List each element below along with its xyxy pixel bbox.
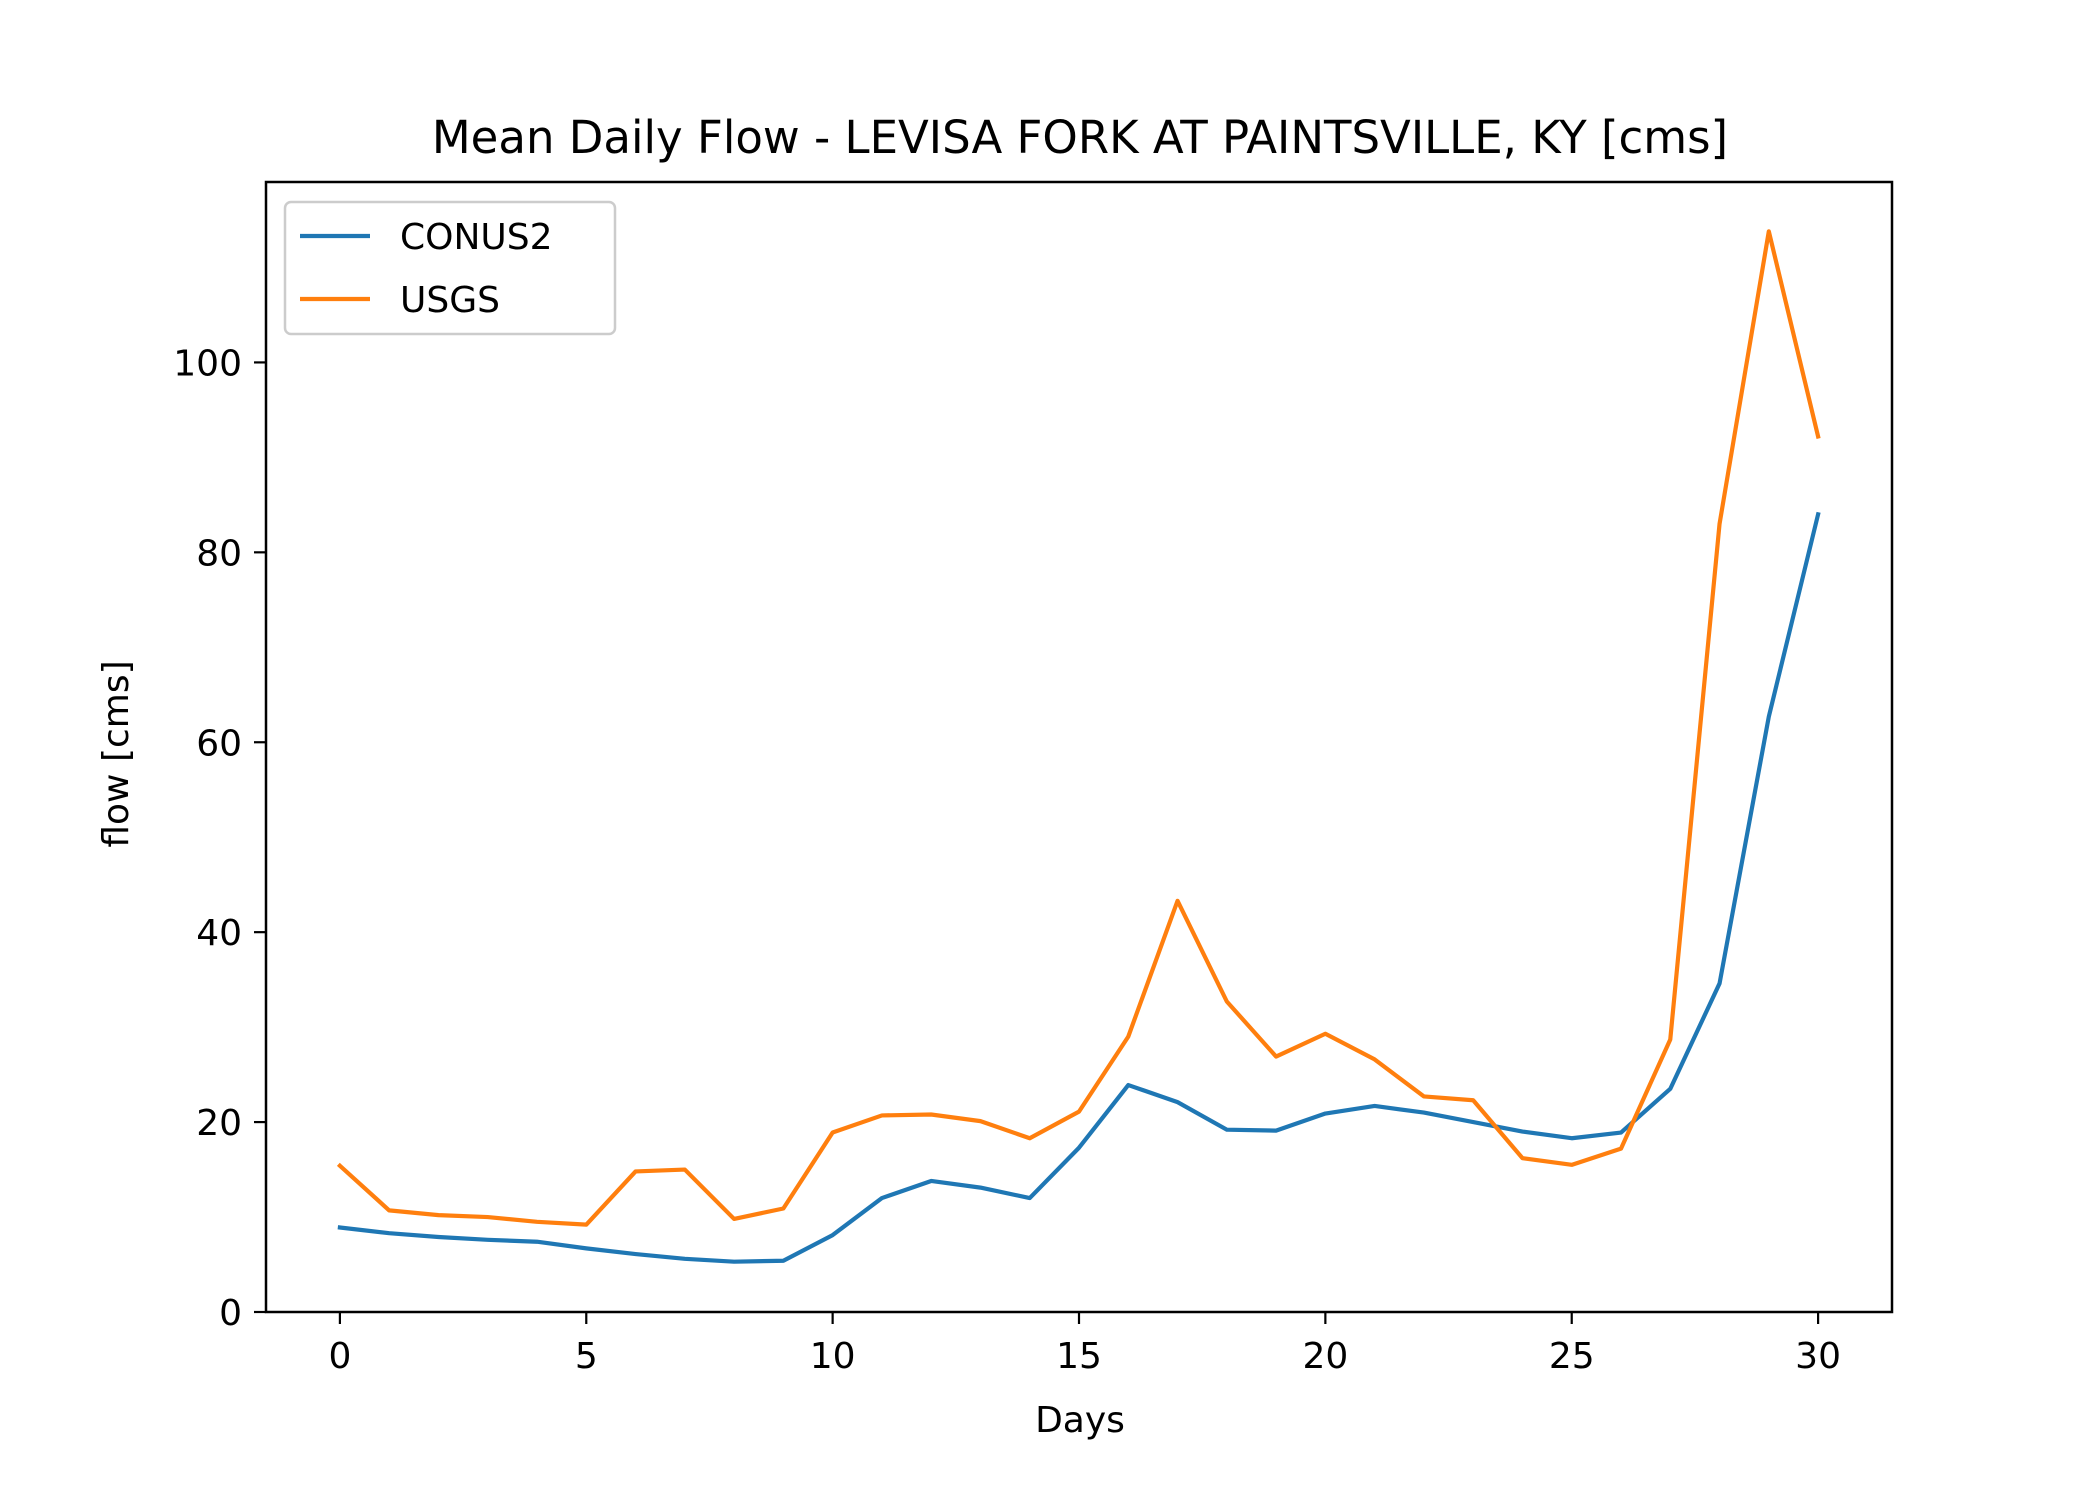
x-axis: 0 5 10 15 20 25 30: [328, 1312, 1841, 1377]
x-tick-label: 5: [575, 1336, 598, 1377]
x-tick-label: 10: [810, 1336, 856, 1377]
x-axis-title: Days: [1035, 1400, 1125, 1441]
y-axis: 0 20 40 60 80 100: [173, 343, 266, 1334]
plot-frame: [264, 180, 1894, 1314]
y-tick-label: 40: [196, 913, 242, 954]
y-tick-label: 20: [196, 1103, 242, 1144]
series-line-usgs: [336, 229, 1821, 1227]
chart-title: Mean Daily Flow - LEVISA FORK AT PAINTSV…: [432, 111, 1728, 164]
x-tick-label: 25: [1549, 1336, 1595, 1377]
x-tick-label: 30: [1795, 1336, 1841, 1377]
y-tick-label: 80: [196, 533, 242, 574]
plot-area: [336, 229, 1821, 1264]
legend-label-usgs: USGS: [400, 280, 500, 321]
x-tick-label: 0: [328, 1336, 351, 1377]
y-tick-label: 0: [219, 1293, 242, 1334]
y-axis-title: flow [cms]: [96, 660, 137, 847]
x-tick-label: 15: [1056, 1336, 1102, 1377]
legend-label-conus2: CONUS2: [400, 217, 553, 258]
series-line-conus2: [337, 511, 1821, 1264]
y-tick-label: 60: [196, 723, 242, 764]
legend: CONUS2 USGS: [283, 200, 617, 336]
x-tick-label: 20: [1302, 1336, 1348, 1377]
y-tick-label: 100: [173, 343, 242, 384]
